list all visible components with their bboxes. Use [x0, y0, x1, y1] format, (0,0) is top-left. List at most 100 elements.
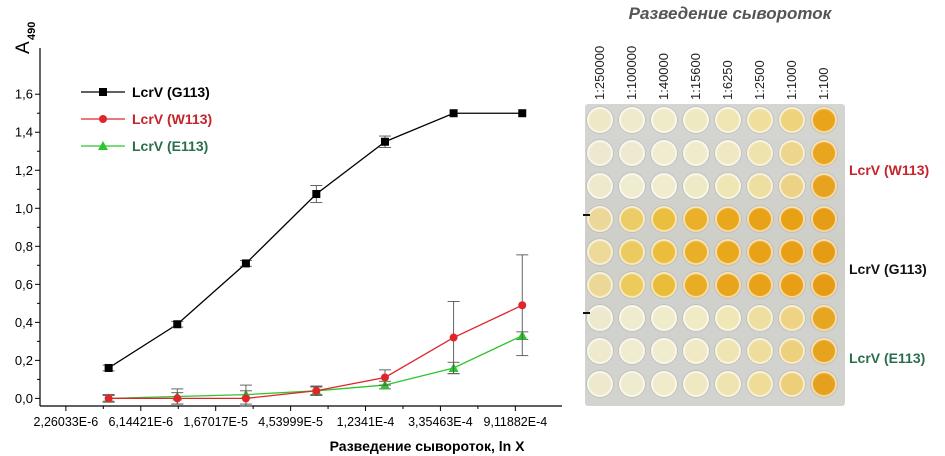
plate-well [587, 239, 613, 265]
plate-well [747, 239, 773, 265]
plate-well [811, 173, 837, 199]
plate-well [683, 305, 709, 331]
y-axis-title: A [13, 41, 34, 54]
dilution-label: 1:2500 [752, 60, 767, 100]
plate-well [779, 371, 805, 397]
plate-marker [583, 214, 590, 216]
x-tick-label: 6,14421E-6 [108, 415, 173, 429]
plate-well [811, 239, 837, 265]
data-point [173, 320, 182, 329]
plate-well [619, 272, 645, 298]
plate-well [747, 206, 773, 232]
plate-well [587, 371, 613, 397]
plate-well [683, 338, 709, 364]
plate-marker [583, 312, 590, 314]
y-tick-label: 1,4 [15, 125, 33, 140]
x-tick-label: 9,11882E-4 [483, 415, 547, 429]
data-point [449, 109, 458, 118]
plate-well [715, 173, 741, 199]
plate-well [747, 305, 773, 331]
plate-panel: Разведение сывороток 1:250000 1:100000 1:4… [583, 0, 945, 456]
data-point [104, 363, 113, 372]
x-axis-title: Разведение сывороток, ln X [330, 438, 526, 454]
chart: 0,0 0,2 0,4 0,6 0,8 1,0 1,2 1,4 1,6 2,26033E-6 6,1… [13, 22, 562, 454]
plate-well [811, 338, 837, 364]
row-label-e113: LcrV (E113) [849, 350, 926, 366]
plate-well [747, 371, 773, 397]
plate-well [715, 140, 741, 166]
plate-well [715, 305, 741, 331]
dilution-label: 1:1000 [784, 60, 799, 100]
plate-well [747, 338, 773, 364]
x-tick-label: 1,67017E-5 [183, 415, 248, 429]
plate-title: Разведение сывороток [628, 4, 832, 23]
plate-well [715, 107, 741, 133]
plate-well [587, 140, 613, 166]
data-point [104, 394, 113, 403]
plate-well [683, 173, 709, 199]
y-tick-label: 1,6 [15, 87, 33, 102]
dilution-label: 1:250000 [592, 45, 607, 100]
x-tick-label: 4,53999E-5 [258, 415, 323, 429]
plate-well [811, 140, 837, 166]
plate-well [683, 272, 709, 298]
x-tick-label: 2,26033E-6 [34, 415, 99, 429]
row-label-g113: LcrV (G113) [849, 261, 927, 277]
plate-well [779, 338, 805, 364]
legend-label: LcrV (E113) [132, 138, 208, 154]
plate-well [587, 107, 613, 133]
data-point [241, 259, 250, 268]
plate-well [715, 272, 741, 298]
dilution-label: 1:40000 [656, 53, 671, 100]
dilution-label: 1:100000 [624, 45, 639, 100]
data-point [312, 386, 321, 395]
plate-well [811, 371, 837, 397]
legend-label: LcrV (G113) [132, 84, 210, 100]
plate-well [587, 206, 613, 232]
plate-well [683, 239, 709, 265]
plate-well [811, 305, 837, 331]
plate-well [779, 305, 805, 331]
y-tick-label: 0,2 [15, 353, 33, 368]
plate-well [651, 107, 677, 133]
row-label-w113: LcrV (W113) [849, 162, 930, 178]
plate-well [779, 173, 805, 199]
plate-well [651, 206, 677, 232]
legend-marker [99, 88, 107, 96]
plate-well [587, 338, 613, 364]
y-axis-title-subscript: 490 [26, 22, 38, 40]
y-tick-label: 0,4 [15, 315, 33, 330]
y-tick-label: 1,2 [15, 163, 33, 178]
plate-well [811, 107, 837, 133]
plate-well [747, 107, 773, 133]
plate-well [811, 272, 837, 298]
plate-well [651, 305, 677, 331]
plate-well [779, 206, 805, 232]
plate-well [619, 107, 645, 133]
x-tick-label: 1,2341E-4 [337, 415, 395, 429]
plate-well [683, 140, 709, 166]
plate-well [651, 338, 677, 364]
dilution-label: 1:15600 [688, 53, 703, 100]
plate-well [651, 140, 677, 166]
plate-well [619, 338, 645, 364]
y-tick-label: 0,8 [15, 239, 33, 254]
y-tick-label: 0,0 [15, 391, 33, 406]
plate-well [779, 239, 805, 265]
plate-well [715, 239, 741, 265]
plate-well [715, 338, 741, 364]
plate-well [747, 272, 773, 298]
plate-well [651, 371, 677, 397]
x-tick-label: 3,35463E-4 [408, 415, 473, 429]
data-point [241, 394, 250, 403]
plate-well [587, 305, 613, 331]
plate-well [683, 371, 709, 397]
y-tick-label: 0,6 [15, 277, 33, 292]
dilution-label: 1:100 [816, 67, 831, 100]
plate-well [619, 173, 645, 199]
plate-well [651, 239, 677, 265]
plate-well [747, 140, 773, 166]
legend-label: LcrV (W113) [132, 111, 212, 127]
legend-marker [99, 115, 107, 123]
plate-well [811, 206, 837, 232]
